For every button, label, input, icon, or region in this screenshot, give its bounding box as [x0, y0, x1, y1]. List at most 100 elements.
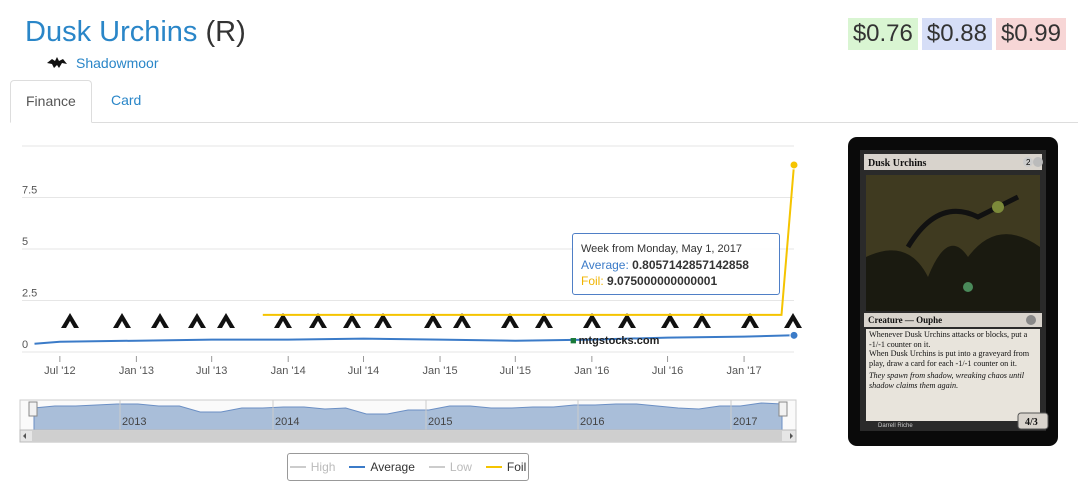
tooltip-average-label: Average: [581, 258, 629, 272]
y-tick-label: 5 [22, 236, 28, 248]
set-symbol-5 [217, 313, 235, 328]
tooltip-foil-value: 9.075000000000001 [607, 274, 718, 288]
navigator-series [33, 402, 783, 431]
series-marker-foil [789, 160, 799, 170]
set-symbol-6 [274, 313, 292, 328]
mtgstocks-logo-icon: ■ [570, 335, 577, 347]
chart-series [34, 160, 799, 345]
set-symbol-shape [784, 313, 802, 328]
set-symbol-shape [188, 313, 206, 328]
set-symbol-shape [535, 313, 553, 328]
navigator-year-label: 2013 [122, 416, 146, 428]
navigator-scrollbar-thumb [32, 431, 782, 441]
x-tick-label: Jan '16 [574, 365, 609, 377]
set-symbol-shape [113, 313, 131, 328]
watermark: ■ mtgstocks.com [570, 335, 659, 347]
price-chart[interactable]: 02.557.5 Jul '12 Jan '13 Jul '13 Jan '14 Jul… [0, 130, 830, 450]
navigator-year-label: 2014 [275, 416, 299, 428]
x-tick-label: Jul '14 [348, 365, 379, 377]
card-rules-text: Whenever Dusk Urchins attacks or blocks,… [869, 330, 1030, 390]
set-symbol-shape [424, 313, 442, 328]
set-symbol-shape [61, 313, 79, 328]
card-image-name: Dusk Urchins [868, 158, 927, 169]
set-symbol-14 [583, 313, 601, 328]
scroll-right-icon [790, 433, 793, 439]
legend-item-average[interactable]: Average [349, 460, 415, 474]
m15-icon [343, 313, 361, 328]
set-row: Shadowmoor [46, 54, 159, 72]
m14-icon [188, 313, 206, 328]
set-symbol-17 [693, 313, 711, 328]
price-badges: $0.76 $0.88 $0.99 [847, 18, 1066, 50]
set-symbol-9 [374, 313, 392, 328]
set-symbol-shape [274, 313, 292, 328]
card-text-box [866, 329, 1040, 421]
series-line-foil [262, 164, 795, 316]
set-symbol-shape [618, 313, 636, 328]
set-symbol-2 [113, 313, 131, 328]
card-art-dragonfly [992, 201, 1004, 213]
x-tick-label: Jan '13 [119, 365, 154, 377]
card-image-cost: 2 [1026, 158, 1031, 167]
set-symbol-18 [741, 313, 759, 328]
set-symbol-7 [309, 313, 327, 328]
chart-grid [22, 145, 794, 353]
navigator-year-label: 2016 [580, 416, 604, 428]
shadowmoor-set-icon [47, 57, 67, 68]
set-symbol-shape [583, 313, 601, 328]
card-rules-2: When Dusk Urchins is put into a graveyar… [869, 349, 1030, 368]
price-average: $0.88 [921, 18, 992, 50]
set-symbol-shape [453, 313, 471, 328]
x-tick-label: Jan '17 [727, 365, 762, 377]
watermark-text: mtgstocks.com [578, 335, 660, 347]
set-symbol-shape [501, 313, 519, 328]
legend-item-high[interactable]: High [289, 460, 335, 474]
card-image-pt: 4/3 [1025, 417, 1038, 428]
x-tick-label: Jul '15 [500, 365, 531, 377]
card-art-dragonfly-2 [963, 282, 973, 292]
tooltip-average-row: Average: 0.8057142857142858 [581, 257, 779, 273]
chart-legend: High Average Low Foil [287, 453, 529, 481]
x-tick-label: Jul '13 [196, 365, 227, 377]
y-tick-label: 7.5 [22, 185, 37, 197]
set-symbol-row [61, 313, 802, 328]
set-symbol-shape [661, 313, 679, 328]
tab-finance[interactable]: Finance [10, 80, 92, 123]
navigator-year-label: 2017 [733, 416, 757, 428]
set-symbol-15 [618, 313, 636, 328]
tooltip-foil-row: Foil: 9.075000000000001 [581, 273, 779, 289]
set-symbol-shape [309, 313, 327, 328]
card-art-limb [905, 194, 1020, 249]
y-tick-label: 2.5 [22, 288, 37, 300]
navigator-handle-right [778, 401, 788, 417]
card-pt-box [1017, 412, 1049, 430]
set-symbol-shape [151, 313, 169, 328]
card-name: Dusk Urchins [25, 16, 198, 48]
tab-card[interactable]: Card [111, 92, 142, 108]
set-name-link[interactable]: Shadowmoor [76, 55, 159, 71]
legend-item-foil[interactable]: Foil [485, 460, 527, 474]
y-tick-label: 0 [22, 339, 28, 351]
set-symbol-11 [453, 313, 471, 328]
set-symbol-shape [374, 313, 392, 328]
tabs: Finance Card [10, 80, 1078, 123]
x-tick-label: Jan '14 [271, 365, 306, 377]
set-symbol-shape [741, 313, 759, 328]
card-name-bar [864, 154, 1042, 170]
card-rarity: (R) [205, 16, 246, 48]
set-symbol-1 [61, 313, 79, 328]
mana-black-icon [1033, 157, 1043, 167]
x-tick-label: Jul '16 [652, 365, 683, 377]
card-type-bar [864, 313, 1042, 327]
legend-label-foil: Foil [506, 460, 527, 474]
card-image-type: Creature — Ouphe [868, 315, 942, 325]
tooltip-foil-label: Foil: [581, 274, 604, 288]
legend-item-low[interactable]: Low [428, 460, 472, 474]
mana-cost-generic-icon [1023, 157, 1033, 167]
legend-label-low: Low [449, 460, 472, 474]
set-symbol-10 [424, 313, 442, 328]
legend-label-average: Average [370, 460, 415, 474]
set-symbol-13 [535, 313, 553, 328]
tooltip-header: Week from Monday, May 1, 2017 [581, 243, 742, 255]
card-image-artist: Darrell Riche [878, 423, 913, 429]
